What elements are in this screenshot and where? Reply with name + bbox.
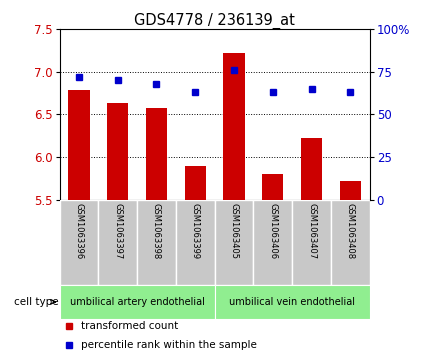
Title: GDS4778 / 236139_at: GDS4778 / 236139_at bbox=[134, 13, 295, 29]
Text: GSM1063407: GSM1063407 bbox=[307, 203, 316, 259]
Text: GSM1063396: GSM1063396 bbox=[74, 203, 83, 260]
Text: umbilical vein endothelial: umbilical vein endothelial bbox=[229, 297, 355, 307]
Bar bbox=[107, 103, 128, 200]
Bar bbox=[98, 200, 137, 285]
Bar bbox=[68, 90, 90, 200]
Text: percentile rank within the sample: percentile rank within the sample bbox=[81, 340, 257, 350]
Bar bbox=[224, 53, 245, 200]
Bar bbox=[331, 200, 370, 285]
Bar bbox=[215, 200, 253, 285]
Text: umbilical artery endothelial: umbilical artery endothelial bbox=[70, 297, 204, 307]
Bar bbox=[215, 285, 370, 319]
Bar bbox=[340, 181, 361, 200]
Text: GSM1063406: GSM1063406 bbox=[268, 203, 277, 259]
Bar bbox=[301, 138, 322, 200]
Bar bbox=[292, 200, 331, 285]
Text: GSM1063399: GSM1063399 bbox=[191, 203, 200, 259]
Bar bbox=[253, 200, 292, 285]
Bar bbox=[60, 285, 215, 319]
Bar bbox=[146, 109, 167, 200]
Bar bbox=[184, 166, 206, 200]
Bar bbox=[176, 200, 215, 285]
Text: GSM1063408: GSM1063408 bbox=[346, 203, 355, 259]
Text: cell type: cell type bbox=[14, 297, 59, 307]
Bar bbox=[262, 174, 283, 200]
Text: GSM1063397: GSM1063397 bbox=[113, 203, 122, 260]
Text: GSM1063405: GSM1063405 bbox=[230, 203, 238, 259]
Text: GSM1063398: GSM1063398 bbox=[152, 203, 161, 260]
Bar bbox=[137, 200, 176, 285]
Text: transformed count: transformed count bbox=[81, 321, 178, 331]
Bar bbox=[60, 200, 98, 285]
